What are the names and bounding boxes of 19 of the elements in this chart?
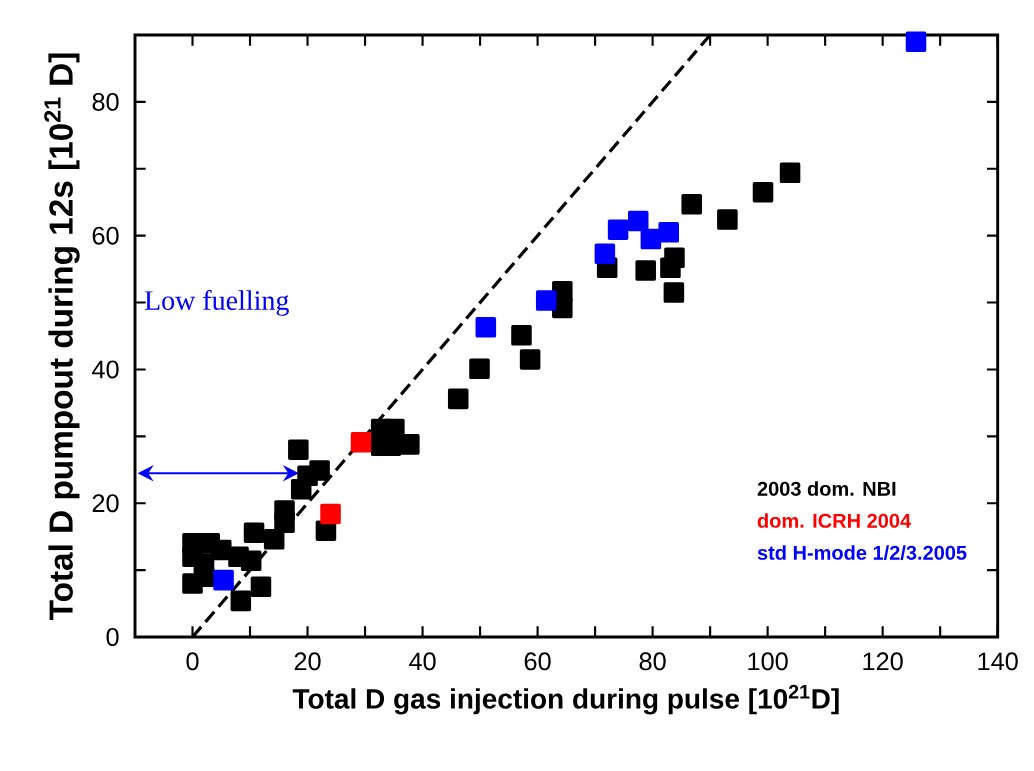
x-tick-label: 100 [748,652,788,671]
text: 2003 dom. NBI [757,481,896,496]
text: std H-mode 1/2/3.2005 [757,545,967,561]
x-tick-label: 80 [639,652,666,671]
y-tick-label: 0 [106,628,119,646]
x-tick-label: 140 [978,652,1018,671]
x-tick-label: 120 [863,652,903,671]
annotation: Low fuelling [144,290,289,316]
y-tick-label: 80 [92,92,119,111]
y-tick-label: 60 [92,226,119,245]
x-tick-label: 20 [294,652,321,671]
x-axis-title: Total D gas injection during pulse [10$^{21}$D] [292,684,839,715]
x-tick-label: 60 [524,652,551,671]
x-tick-label: 40 [409,652,436,671]
text: dom. ICRH 2004 [757,513,911,528]
x-tick-label: 0 [186,652,199,671]
y-tick-label: 20 [92,494,119,513]
y-tick-label: 40 [92,360,119,379]
y-axis-title: Total D pumpout during 12s [10$^{21}$ D] [44,53,80,620]
